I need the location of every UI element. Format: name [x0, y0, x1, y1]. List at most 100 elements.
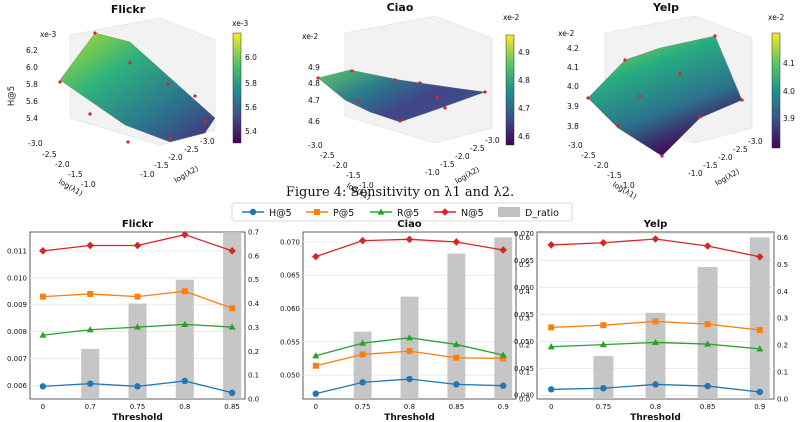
colorbar-ticks: 4.6 4.7 4.8 4.9: [518, 48, 530, 141]
svg-text:-1.0: -1.0: [81, 180, 96, 189]
legend: H@5 P@5 R@5 N@5 D_ratio: [231, 202, 573, 222]
x-tick-label: 0.9: [498, 403, 509, 411]
marker-H@5: [312, 390, 319, 397]
surface-panel-yelp: Yelp xe-2 3.8 3.9 4.0 4.1 4.2 -3.0 -2.5 …: [558, 1, 795, 201]
marker-P@5: [756, 327, 763, 334]
svg-text:4.1: 4.1: [567, 63, 579, 72]
y-tick-label: 0.045: [514, 365, 534, 373]
marker-P@5: [359, 351, 366, 358]
svg-text:-1.5: -1.5: [68, 170, 83, 179]
colorbar-scale: xe-3: [232, 19, 249, 28]
y2-tick-label: 0.3: [777, 315, 788, 323]
x2-ticks: -1.0 -1.5 -2.0 -2.5 -3.0: [425, 136, 500, 177]
y-tick-label: 0.065: [514, 257, 534, 265]
y2-tick-label: 0.4: [248, 300, 260, 308]
marker-N@5: [228, 247, 236, 255]
combo-chart-yelp: Yelp0.0400.0450.0500.0550.0600.0650.0700…: [514, 219, 789, 422]
marker-R@5: [39, 331, 47, 338]
svg-text:6.0: 6.0: [26, 63, 38, 72]
y-tick-label: 0.060: [280, 305, 300, 313]
x2-label: log(λ2): [454, 165, 482, 186]
svg-text:-1.5: -1.5: [440, 160, 455, 169]
svg-text:4.8: 4.8: [518, 76, 530, 85]
marker-R@5: [228, 323, 236, 330]
colorbar-ticks: 5.4 5.6 5.8 6.0: [245, 53, 257, 136]
svg-text:5.8: 5.8: [245, 79, 257, 88]
svg-text:4.0: 4.0: [567, 82, 579, 91]
marker-N@5: [86, 241, 94, 250]
marker-H@5: [500, 382, 507, 389]
y-tick-label: 0.008: [7, 328, 27, 336]
svg-text:4.9: 4.9: [308, 63, 320, 72]
y2-tick-label: 0.1: [519, 369, 530, 377]
marker-R@5: [499, 351, 507, 358]
marker-H@5: [548, 386, 555, 393]
bar-D_ratio: [447, 253, 466, 399]
colorbar: [232, 32, 242, 144]
legend-swatch-D_ratio: [498, 207, 520, 217]
x2-ticks: -1.0 -1.5 -2.0 -2.5 -3.0: [140, 137, 215, 179]
y-tick-label: 0.006: [7, 382, 28, 390]
x-tick-label: 0.75: [130, 403, 146, 411]
y2-tick-label: 0.3: [248, 324, 259, 332]
svg-text:-3.0: -3.0: [308, 141, 323, 150]
marker-N@5: [499, 246, 508, 254]
marker-P@5: [453, 354, 460, 361]
marker-N@5: [599, 238, 608, 247]
surface: [317, 69, 486, 123]
svg-text:-3.0: -3.0: [200, 137, 215, 146]
z-axis-label: H@5: [7, 86, 17, 106]
y-tick-label: 0.040: [514, 392, 534, 400]
svg-text:-2.0: -2.0: [594, 161, 609, 170]
marker-H@5: [756, 388, 763, 396]
y-tick-label: 0.007: [7, 355, 27, 363]
marker-P@5: [39, 293, 46, 300]
y2-tick-label: 0.4: [777, 288, 789, 296]
svg-text:-2.5: -2.5: [42, 150, 57, 159]
svg-text:4.6: 4.6: [518, 132, 530, 141]
marker-N@5: [755, 252, 764, 261]
x2-label: log(λ2): [173, 164, 201, 185]
y2-tick-label: 0.1: [777, 369, 788, 377]
marker-P@5: [406, 348, 413, 355]
combo-chart-ciao: Ciao0.0500.0550.0600.0650.0700.00.10.20.…: [280, 219, 531, 422]
marker-H@5: [87, 380, 94, 387]
surface-points: [316, 69, 487, 123]
svg-text:-3.0: -3.0: [568, 141, 583, 150]
marker-N@5: [311, 252, 320, 261]
x-tick-label: 0.8: [650, 403, 661, 411]
bar-D_ratio: [400, 296, 419, 399]
y2-tick-label: 0.6: [519, 234, 531, 242]
marker-R@5: [547, 343, 555, 350]
svg-text:-3.0: -3.0: [748, 137, 763, 146]
marker-R@5: [359, 339, 367, 346]
figure-caption: Figure 4: Sensitivity on λ1 and λ2.: [286, 185, 514, 200]
marker-P@5: [87, 290, 94, 297]
x1-ticks: -3.0 -2.5 -2.0 -1.5 -1.0: [568, 141, 635, 190]
svg-text:-2.0: -2.0: [455, 152, 470, 161]
marker-H@5: [134, 383, 141, 390]
x1-ticks: -3.0 -2.5 -2.0 -1.5 -1.0: [308, 141, 374, 190]
y2-tick-label: 0.0: [777, 396, 788, 404]
x-tick-label: 0.8: [179, 403, 190, 411]
marker-H@5: [453, 381, 460, 388]
marker-H@5: [181, 377, 188, 385]
y-tick-label: 0.055: [280, 338, 300, 346]
legend-label-N@5: N@5: [461, 208, 484, 219]
legend-label-H@5: H@5: [269, 208, 292, 219]
marker-N@5: [703, 242, 712, 250]
surface-panel-flickr: Flickr xe-3 H@5 5.4 5.6 5.8 6.0 6.2 -3.0…: [7, 3, 257, 198]
y-tick-label: 0.010: [7, 274, 27, 282]
marker-N@5: [405, 235, 414, 244]
marker-H@5: [652, 381, 659, 388]
marker-R@5: [312, 352, 320, 359]
x-tick-label: 0.8: [404, 403, 415, 411]
legend-label-P@5: P@5: [333, 208, 354, 219]
marker-P@5: [312, 362, 319, 369]
y-tick-label: 0.070: [514, 230, 534, 238]
marker-P@5: [548, 324, 555, 331]
colorbar-scale: xe-2: [503, 13, 520, 22]
y-tick-label: 0.050: [280, 372, 300, 380]
combo-chart-flickr: Flickr 0.006 0.007 0.008 0.009 0.010 0.011 0.0 0…: [7, 219, 260, 422]
chart-title: Flickr: [122, 219, 153, 230]
